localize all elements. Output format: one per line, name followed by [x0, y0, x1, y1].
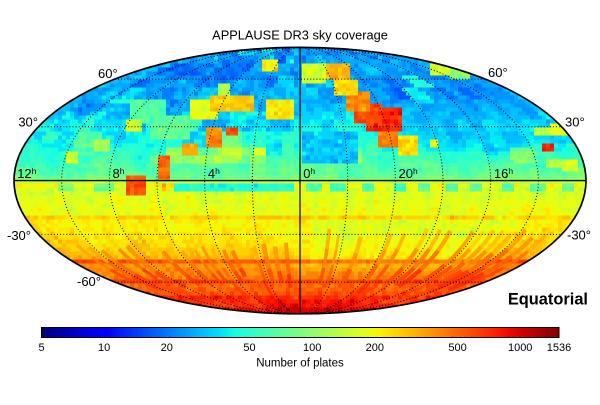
svg-text:-30°: -30°: [567, 228, 591, 243]
svg-text:5: 5: [38, 342, 44, 354]
svg-text:30°: 30°: [565, 115, 585, 130]
svg-text:1536: 1536: [547, 342, 571, 354]
svg-text:500: 500: [448, 342, 466, 354]
svg-text:20: 20: [161, 342, 173, 354]
svg-text:10: 10: [98, 342, 110, 354]
svg-text:1000: 1000: [508, 342, 532, 354]
svg-text:200: 200: [366, 342, 384, 354]
svg-text:-60°: -60°: [77, 274, 101, 289]
svg-text:Number of plates: Number of plates: [256, 358, 344, 370]
svg-text:Equatorial: Equatorial: [508, 291, 588, 309]
svg-text:60°: 60°: [488, 65, 508, 80]
svg-text:30°: 30°: [18, 115, 38, 130]
svg-text:-30°: -30°: [7, 228, 31, 243]
svg-text:APPLAUSE DR3 sky coverage: APPLAUSE DR3 sky coverage: [212, 28, 388, 43]
svg-text:100: 100: [303, 342, 321, 354]
svg-text:60°: 60°: [98, 66, 118, 81]
svg-text:50: 50: [243, 342, 255, 354]
